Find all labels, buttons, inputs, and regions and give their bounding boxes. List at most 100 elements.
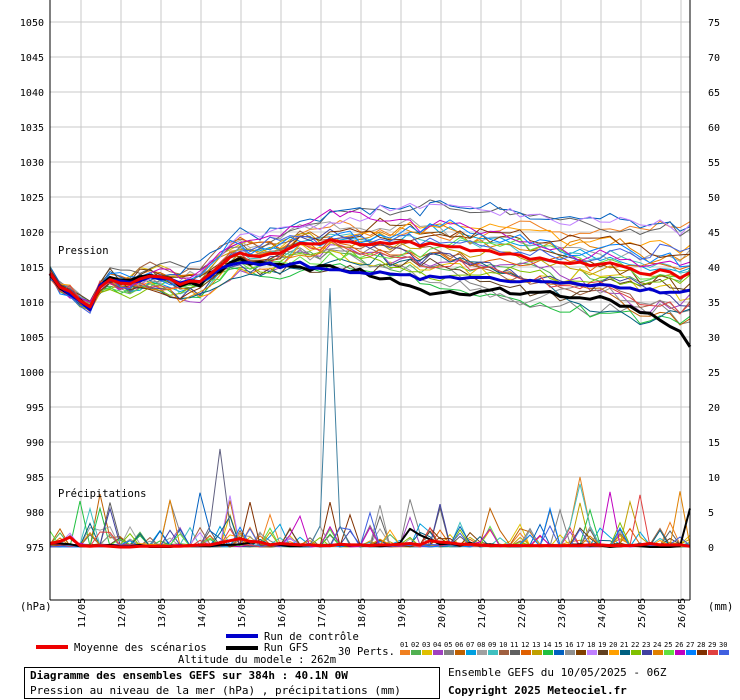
member-pressure-line — [49, 223, 691, 313]
member-legend-label: 29 — [708, 641, 716, 649]
grid — [50, 0, 690, 600]
left-tick-label: 1005 — [20, 333, 44, 344]
right-tick-label: 45 — [708, 228, 720, 239]
legend: Moyenne des scénarios Run de contrôle Ru… — [36, 631, 729, 666]
right-tick-label: 60 — [708, 123, 720, 134]
member-legend-swatch — [499, 650, 509, 655]
member-legend-label: 23 — [642, 641, 650, 649]
x-tick-label: 20/05 — [437, 598, 448, 628]
left-tick-label: 980 — [26, 508, 44, 519]
member-legend-swatch — [411, 650, 421, 655]
member-legend-swatch — [609, 650, 619, 655]
member-legend-label: 08 — [477, 641, 485, 649]
member-legend-swatch — [466, 650, 476, 655]
member-legend-label: 03 — [422, 641, 430, 649]
member-legend: 01 02 03 04 05 06 07 08 09 10 11 12 13 14 15 16 17 18 19 20… — [400, 641, 729, 655]
member-legend-label: 04 — [433, 641, 441, 649]
member-legend-label: 26 — [675, 641, 683, 649]
right-tick-label: 20 — [708, 403, 720, 414]
member-legend-label: 27 — [686, 641, 694, 649]
member-pressure-line — [49, 238, 691, 310]
member-legend-label: 21 — [620, 641, 628, 649]
x-tick-label: 13/05 — [157, 598, 168, 628]
member-legend-label: 19 — [598, 641, 606, 649]
member-legend-label: 01 — [400, 641, 408, 649]
left-tick-label: 1015 — [20, 263, 44, 274]
left-tick-label: 1045 — [20, 53, 44, 64]
member-legend-label: 25 — [664, 641, 672, 649]
footer-info-box — [24, 667, 440, 699]
left-tick-label: 1025 — [20, 193, 44, 204]
x-tick-label: 18/05 — [357, 598, 368, 628]
member-legend-swatch — [510, 650, 520, 655]
member-pressure-line — [49, 199, 691, 309]
left-tick-label: 975 — [26, 543, 44, 554]
member-legend-label: 22 — [631, 641, 639, 649]
x-tick-label: 22/05 — [517, 598, 528, 628]
member-precip-spike — [559, 483, 601, 546]
footer-copyright: Copyright 2025 Meteociel.fr — [448, 684, 627, 697]
right-tick-label: 40 — [708, 263, 720, 274]
right-tick-label: 50 — [708, 193, 720, 204]
member-legend-swatch — [719, 650, 729, 655]
member-legend-swatch — [543, 650, 553, 655]
x-tick-label: 19/05 — [397, 598, 408, 628]
member-legend-swatch — [521, 650, 531, 655]
left-tick-label: 1040 — [20, 88, 44, 99]
x-tick-label: 12/05 — [117, 598, 128, 628]
right-tick-label: 0 — [708, 543, 714, 554]
member-legend-swatch — [708, 650, 718, 655]
member-legend-label: 09 — [488, 641, 496, 649]
member-legend-label: 15 — [554, 641, 562, 649]
right-tick-label: 25 — [708, 368, 720, 379]
member-pressure-line — [49, 239, 691, 315]
member-pressure-line — [49, 220, 691, 312]
control-pressure-line — [48, 260, 691, 312]
member-legend-swatch — [444, 650, 454, 655]
member-legend-swatch — [653, 650, 663, 655]
member-legend-swatch — [455, 650, 465, 655]
left-tick-label: 990 — [26, 438, 44, 449]
member-pressure-line — [49, 208, 691, 303]
x-tick-label: 16/05 — [277, 598, 288, 628]
x-tick-label: 24/05 — [597, 598, 608, 628]
pressure-label: Pression — [58, 245, 109, 257]
member-legend-label: 24 — [653, 641, 661, 649]
member-legend-swatch — [400, 650, 410, 655]
member-pressure-line — [49, 222, 691, 310]
member-pressure-line — [49, 263, 691, 325]
mean-pressure-line — [48, 238, 691, 309]
right-axis-unit: (mm) — [708, 601, 733, 613]
left-tick-label: 995 — [26, 403, 44, 414]
footer-subtitle: Pression au niveau de la mer (hPa) , pré… — [30, 684, 401, 697]
left-tick-label: 1000 — [20, 368, 44, 379]
left-tick-label: 985 — [26, 473, 44, 484]
member-legend-label: 11 — [510, 641, 518, 649]
x-tick-label: 15/05 — [237, 598, 248, 628]
member-legend-swatch — [433, 650, 443, 655]
member-legend-swatch — [576, 650, 586, 655]
legend-control-label: Run de contrôle — [264, 631, 359, 643]
right-tick-label: 10 — [708, 473, 720, 484]
x-tick-label: 17/05 — [317, 598, 328, 628]
member-precip-spike — [309, 287, 351, 546]
left-tick-label: 1035 — [20, 123, 44, 134]
member-legend-swatch — [642, 650, 652, 655]
x-tick-label: 26/05 — [677, 598, 688, 628]
member-legend-label: 10 — [499, 641, 507, 649]
member-pressure-line — [49, 236, 691, 309]
member-legend-swatch — [554, 650, 564, 655]
right-tick-label: 65 — [708, 88, 720, 99]
right-tick-label: 30 — [708, 333, 720, 344]
member-legend-swatch — [477, 650, 487, 655]
precipitation-label: Précipitations — [58, 488, 147, 500]
x-tick-label: 11/05 — [77, 598, 88, 628]
left-axis-unit: (hPa) — [20, 601, 52, 613]
member-legend-label: 07 — [466, 641, 474, 649]
member-legend-swatch — [631, 650, 641, 655]
x-tick-label: 14/05 — [197, 598, 208, 628]
member-legend-label: 30 — [719, 641, 727, 649]
x-tick-label: 25/05 — [637, 598, 648, 628]
